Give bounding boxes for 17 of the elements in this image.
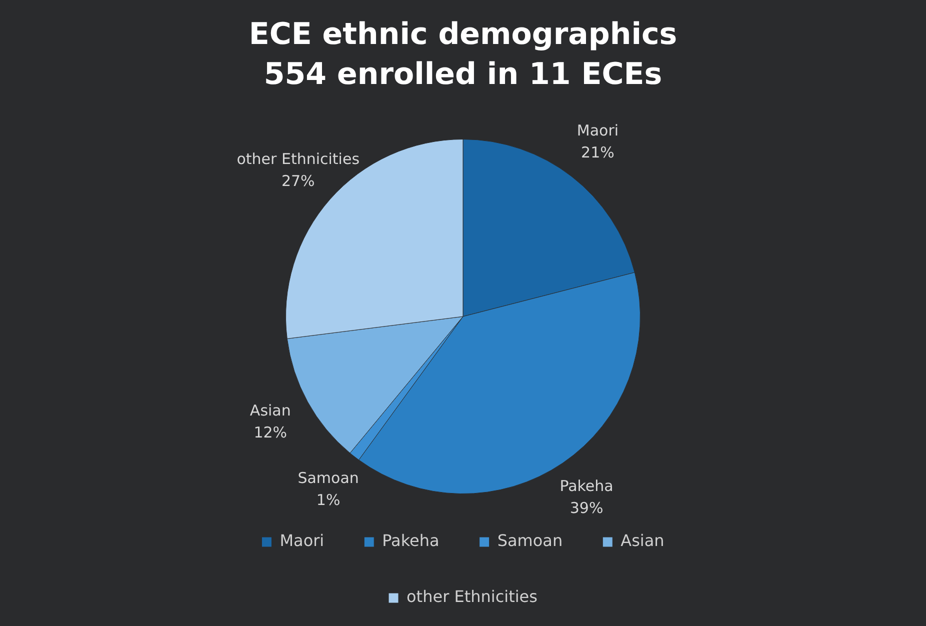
legend-label: Pakeha	[382, 531, 440, 550]
slice-label: other Ethnicities	[236, 150, 360, 168]
data-label: 1%	[316, 491, 340, 510]
legend-label: Asian	[620, 531, 664, 550]
data-label: 39%	[570, 499, 604, 518]
slice-label: Pakeha	[560, 477, 614, 496]
chart-title: ECE ethnic demographics	[248, 16, 678, 52]
slice-label: Samoan	[298, 469, 359, 488]
data-label: 27%	[281, 172, 315, 190]
chart-subtitle: 554 enrolled in 11 ECEs	[264, 56, 662, 92]
slice-label: Maori	[576, 122, 619, 140]
legend-label: Maori	[280, 531, 324, 550]
data-label: 21%	[581, 144, 614, 162]
data-label: 12%	[254, 423, 288, 442]
slice-label: Asian	[250, 401, 291, 420]
legend-label: other Ethnicities	[406, 587, 538, 606]
legend-label: Samoan	[497, 531, 563, 550]
